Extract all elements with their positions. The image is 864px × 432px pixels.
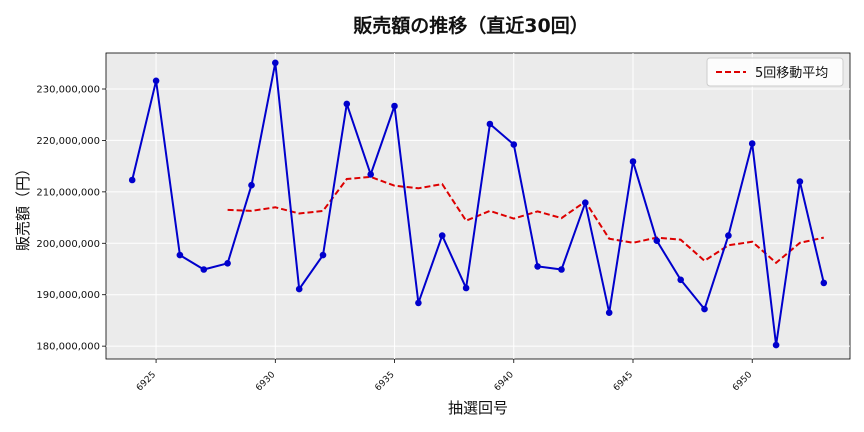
sales-point [391,102,398,110]
sales-point [462,284,470,292]
sales-point [534,263,541,270]
sales-point [295,285,303,293]
legend-box [706,57,844,87]
y-tick-label: 220,000,000 [36,136,100,147]
sales-point [510,141,518,148]
sales-point [128,176,136,184]
legend: 5回移動平均 [706,57,844,87]
sales-point [653,237,661,244]
legend-label-moving-average: 5回移動平均 [755,66,828,81]
sales-point [224,260,231,267]
x-tick-label: 6940 [493,370,516,393]
sales-point [152,77,160,85]
sales-point [486,120,494,128]
sales-point [796,178,804,185]
y-tick-label: 230,000,000 [36,85,100,96]
sales-point [343,100,351,108]
sales-point [725,232,732,239]
sales-point [200,266,208,273]
x-axis-label: 抽選回号 [448,399,508,417]
sales-point [438,232,446,239]
sales-point [558,266,565,273]
sales-point [248,181,255,189]
x-tick-label: 6925 [135,370,158,393]
sales-point [629,158,637,165]
series-layer [128,59,828,349]
sales-point [677,276,684,284]
y-tick-label: 210,000,000 [36,187,100,198]
sales-point [176,251,184,259]
sales-point [820,279,828,287]
y-axis-label: 販売額（円） [14,161,32,251]
x-tick-label: 6950 [731,370,754,393]
y-tick-label: 190,000,000 [36,290,100,301]
sales-point [367,171,375,178]
y-tick-label: 200,000,000 [36,239,100,250]
sales-point [748,140,756,147]
sales-line [131,62,825,346]
sales-point [582,199,589,206]
sales-point [701,305,708,313]
x-tick-label: 6945 [612,370,635,393]
x-axis-ticks: 6925 6930 6935 6940 6945 6950 [135,359,755,393]
sales-point [772,341,780,349]
chart-title: 販売額の推移（直近30回） [353,14,588,37]
y-axis-ticks: 180,000,000 190,000,000 200,000,000 210,000… [36,85,106,353]
sales-point [272,59,279,67]
y-tick-label: 180,000,000 [36,342,100,353]
x-tick-label: 6930 [254,370,277,393]
sales-point [415,299,422,307]
x-tick-label: 6935 [373,370,396,393]
sales-point [605,309,613,317]
sales-point [319,251,327,259]
